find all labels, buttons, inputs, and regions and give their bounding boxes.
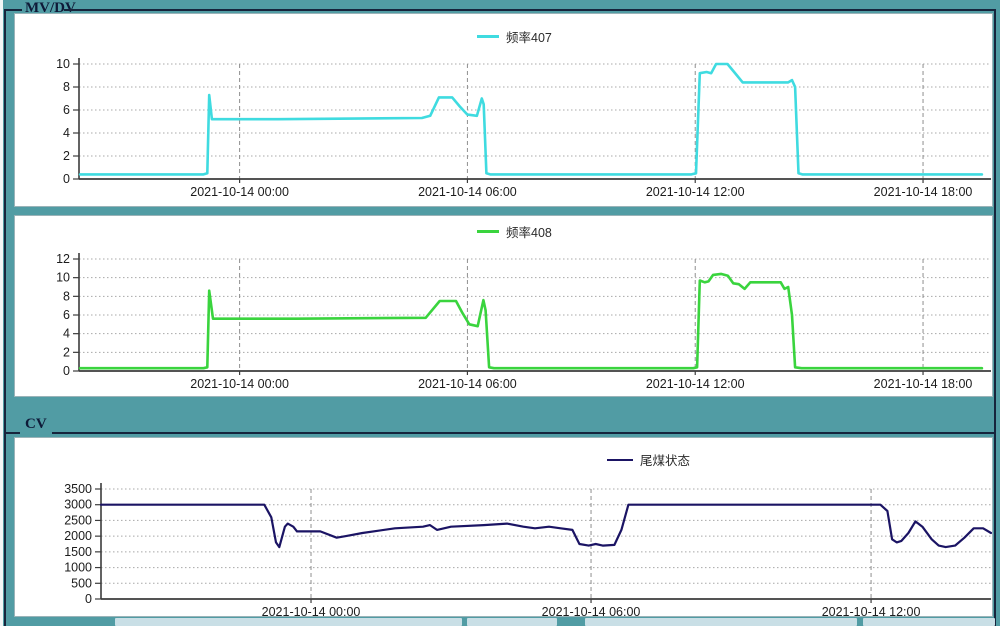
svg-text:2: 2 — [63, 345, 70, 359]
svg-text:2021-10-14 18:00: 2021-10-14 18:00 — [874, 185, 973, 199]
groupbox-cv-border-top — [52, 432, 994, 434]
svg-text:12: 12 — [56, 252, 70, 266]
svg-text:2021-10-14 12:00: 2021-10-14 12:00 — [646, 377, 745, 391]
legend-line-swatch-freq407 — [477, 35, 499, 38]
svg-text:6: 6 — [63, 103, 70, 117]
svg-text:2000: 2000 — [64, 529, 92, 543]
chart-panel-freq408: 2021-10-14 00:00 2021-10-14 06:00 2021-10-… — [14, 215, 993, 397]
legend-freq407: 频率407 — [477, 27, 552, 46]
bottom-cropped-widget — [585, 618, 857, 626]
groupbox-left-border — [4, 9, 6, 626]
svg-text:10: 10 — [56, 271, 70, 285]
line-chart-freq407: 2021-10-14 00:00 2021-10-14 06:00 2021-10-… — [56, 57, 991, 199]
left-edge-highlight — [0, 0, 3, 626]
bottom-cropped-widget — [863, 618, 995, 626]
svg-text:0: 0 — [63, 364, 70, 378]
svg-text:0: 0 — [63, 172, 70, 186]
svg-text:0: 0 — [85, 592, 92, 606]
svg-text:2021-10-14 00:00: 2021-10-14 00:00 — [190, 377, 289, 391]
legend-label-freq407: 频率407 — [506, 31, 552, 45]
svg-text:10: 10 — [56, 57, 70, 71]
bottom-cropped-widget — [115, 618, 462, 626]
svg-text:2: 2 — [63, 149, 70, 163]
svg-text:4: 4 — [63, 327, 70, 341]
svg-text:2021-10-14 00:00: 2021-10-14 00:00 — [190, 185, 289, 199]
svg-text:3000: 3000 — [64, 498, 92, 512]
groupbox-cv-border-corner — [4, 432, 20, 434]
svg-text:8: 8 — [63, 80, 70, 94]
groupbox-cv-label: CV — [25, 416, 47, 432]
svg-text:2021-10-14 12:00: 2021-10-14 12:00 — [822, 605, 921, 616]
bottom-cropped-widget — [467, 618, 557, 626]
legend-label-tailcoal: 尾煤状态 — [640, 454, 691, 468]
svg-text:2021-10-14 06:00: 2021-10-14 06:00 — [418, 377, 517, 391]
chart-panel-freq407: 2021-10-14 00:00 2021-10-14 06:00 2021-10-… — [14, 13, 993, 207]
legend-freq408: 频率408 — [477, 222, 552, 241]
groupbox-right-border — [994, 9, 996, 626]
groupbox-mvdv-border-top — [64, 9, 994, 11]
groupbox-mvdv-border-corner — [4, 9, 22, 11]
svg-text:2021-10-14 06:00: 2021-10-14 06:00 — [418, 185, 517, 199]
legend-line-swatch-tailcoal — [607, 458, 633, 461]
chart-panel-tailcoal: 2021-10-14 00:00 2021-10-14 06:00 2021-10-… — [14, 437, 993, 617]
svg-text:8: 8 — [63, 289, 70, 303]
line-chart-freq408: 2021-10-14 00:00 2021-10-14 06:00 2021-10-… — [56, 252, 991, 391]
svg-text:2500: 2500 — [64, 513, 92, 527]
line-chart-tailcoal: 2021-10-14 00:00 2021-10-14 06:00 2021-10-… — [64, 482, 992, 616]
svg-text:2021-10-14 18:00: 2021-10-14 18:00 — [874, 377, 973, 391]
svg-text:6: 6 — [63, 308, 70, 322]
groupbox-mvdv-label: MV/DV — [25, 0, 76, 16]
legend-line-swatch-freq408 — [477, 230, 499, 233]
legend-tailcoal: 尾煤状态 — [607, 450, 690, 469]
legend-label-freq408: 频率408 — [506, 226, 552, 240]
svg-text:1500: 1500 — [64, 545, 92, 559]
svg-text:3500: 3500 — [64, 482, 92, 496]
svg-text:2021-10-14 12:00: 2021-10-14 12:00 — [646, 185, 745, 199]
svg-text:1000: 1000 — [64, 561, 92, 575]
svg-text:500: 500 — [71, 576, 92, 590]
svg-text:2021-10-14 06:00: 2021-10-14 06:00 — [542, 605, 641, 616]
svg-text:4: 4 — [63, 126, 70, 140]
svg-text:2021-10-14 00:00: 2021-10-14 00:00 — [262, 605, 361, 616]
